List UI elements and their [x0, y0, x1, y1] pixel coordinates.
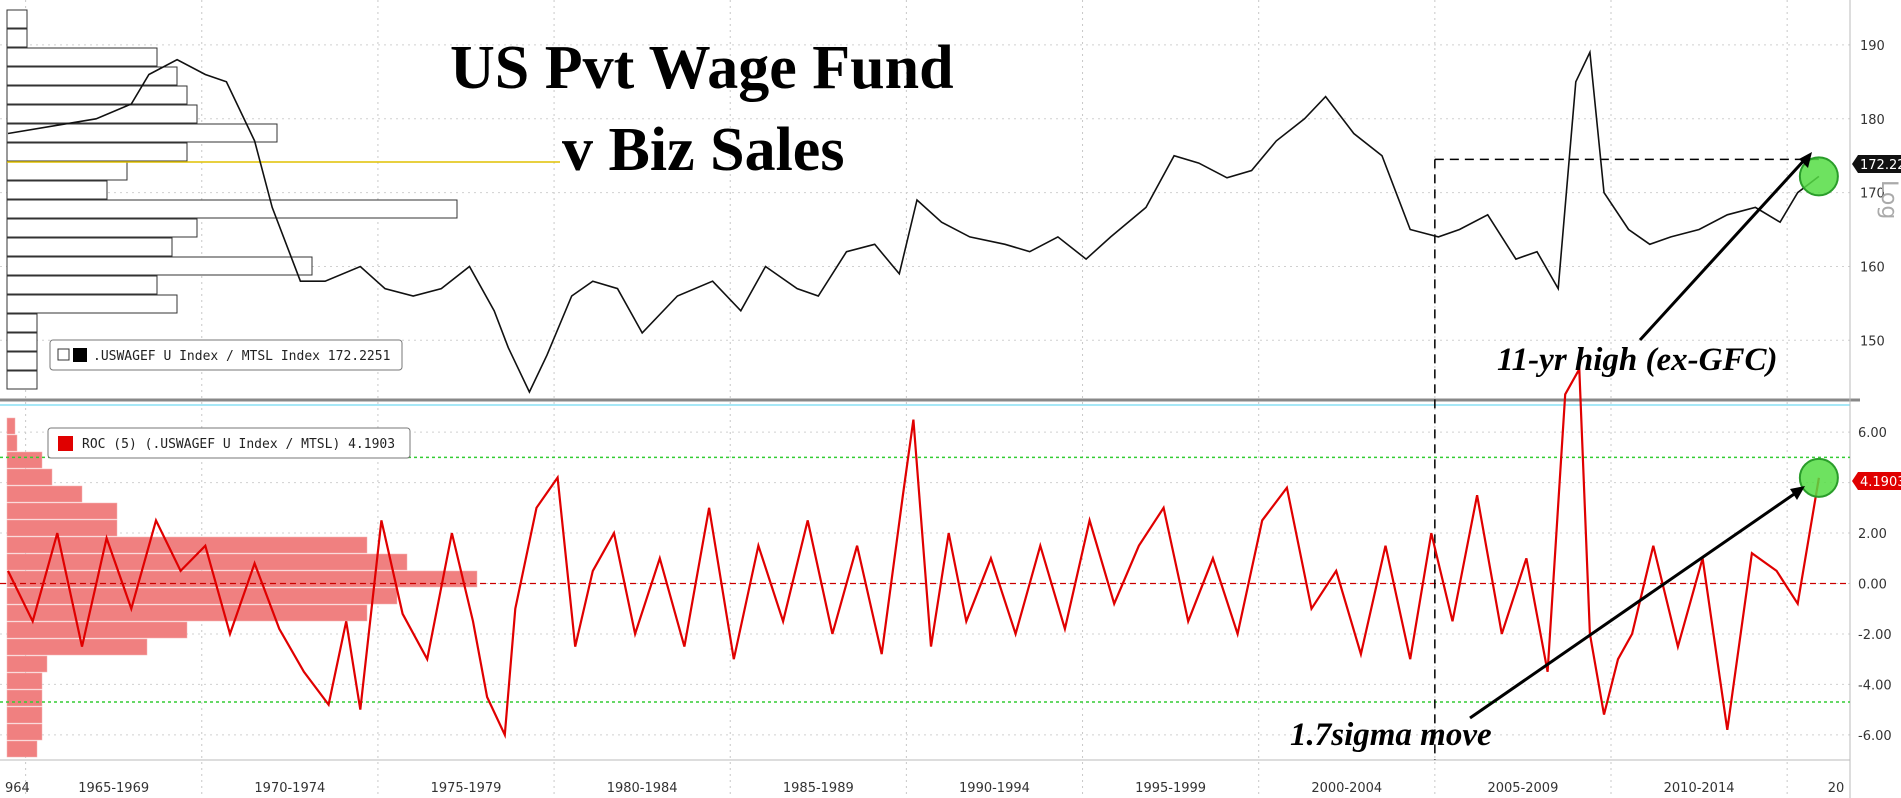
bottom-last-value-box: 4.1903 — [1852, 472, 1901, 490]
x-tick-label: 1990-1994 — [959, 781, 1030, 796]
top-histogram-bar — [6, 237, 173, 257]
top-histogram-bar — [6, 85, 188, 105]
top-histogram-bar — [6, 161, 128, 181]
wage-fund-ratio-line — [7, 49, 1820, 394]
chart-title-line2: v Biz Sales — [562, 116, 844, 184]
log-scale-label: Log — [1876, 180, 1901, 219]
grid — [0, 0, 1850, 798]
x-tick-label: 1980-1984 — [607, 781, 678, 796]
top-legend: .USWAGEF U Index / MTSL Index 172.2251 — [49, 339, 403, 371]
annotation-top-arrow — [1638, 154, 1810, 342]
x-axis-ticks: 964 1965-1969 1970-1974 1975-1979 1980-1984 1… — [5, 781, 1844, 796]
top-last-value: 172.22 — [1860, 158, 1901, 173]
bottom-histogram-bar — [6, 485, 83, 503]
x-tick-label: 20 — [1828, 781, 1845, 796]
top-histogram-bar — [6, 313, 38, 333]
x-tick-label: 1975-1979 — [431, 781, 502, 796]
series-lines — [7, 49, 1820, 740]
legend-color-swatch — [73, 348, 87, 362]
x-tick-label: 2000-2004 — [1311, 781, 1382, 796]
top-histogram-bar — [6, 123, 278, 143]
annotation-bottom: 1.7sigma move — [1290, 717, 1492, 753]
bottom-y-tick-label: 0.00 — [1858, 578, 1887, 593]
top-histogram-bar — [6, 199, 458, 219]
bottom-histogram-bar — [6, 451, 43, 469]
bottom-histogram-bar — [6, 468, 53, 486]
bottom-histogram-bar — [6, 570, 478, 588]
bottom-histogram-bar — [6, 604, 368, 622]
annotation-top: 11-yr high (ex-GFC) — [1497, 342, 1778, 378]
histogram — [6, 9, 560, 758]
annotation-bottom-arrow — [1469, 488, 1801, 720]
top-legend-text: .USWAGEF U Index / MTSL Index 172.2251 — [93, 349, 390, 364]
bottom-histogram-bar — [6, 519, 118, 537]
bottom-histogram-bar — [6, 740, 38, 758]
top-histogram-bar — [6, 47, 158, 67]
x-tick-label: 964 — [5, 781, 30, 796]
bottom-histogram-bar — [6, 672, 43, 690]
top-histogram-bar — [6, 104, 198, 124]
bottom-histogram-bar — [6, 434, 18, 452]
top-histogram-bar — [6, 142, 188, 162]
bottom-histogram-bar — [6, 502, 118, 520]
bottom-y-tick-label: 2.00 — [1858, 527, 1887, 542]
top-histogram-bar — [6, 351, 38, 371]
bottom-last-value: 4.1903 — [1860, 475, 1901, 490]
bottom-y-tick-label: -2.00 — [1858, 628, 1892, 643]
bottom-y-tick-label: -4.00 — [1858, 678, 1892, 693]
bottom-histogram-bar — [6, 655, 48, 673]
y-axis-ticks: 150160170180190-6.00-4.00-2.000.002.004.… — [1858, 39, 1892, 744]
top-y-tick-label: 170 — [1860, 187, 1885, 202]
top-histogram-bar — [6, 256, 313, 276]
x-tick-label: 1970-1974 — [254, 781, 325, 796]
top-histogram-bar — [6, 9, 28, 29]
bottom-histogram-bar — [6, 621, 188, 639]
x-tick-label: 1965-1969 — [78, 781, 149, 796]
bottom-histogram-bar — [6, 587, 398, 605]
bottom-y-tick-label: -6.00 — [1858, 729, 1892, 744]
bottom-histogram-bar — [6, 706, 43, 724]
x-tick-label: 2010-2014 — [1664, 781, 1735, 796]
legend-toggle-icon[interactable] — [57, 348, 70, 361]
top-histogram-bar — [6, 275, 158, 295]
top-histogram-bar — [6, 370, 38, 390]
bottom-legend: ROC (5) (.USWAGEF U Index / MTSL) 4.1903 — [47, 427, 411, 459]
annotation-bottom-arrowhead — [1790, 486, 1805, 500]
annotation-top-arrowhead — [1799, 152, 1812, 168]
chart-title-line1: US Pvt Wage Fund — [450, 34, 954, 102]
top-histogram-bar — [6, 218, 198, 238]
top-histogram-bar — [6, 66, 178, 86]
top-y-tick-label: 180 — [1860, 113, 1885, 128]
roc-color-swatch — [58, 436, 73, 451]
top-y-tick-label: 150 — [1860, 334, 1885, 349]
bottom-latest-highlight — [1798, 457, 1839, 498]
bottom-histogram-bar — [6, 723, 43, 741]
top-histogram-bar — [6, 180, 108, 200]
x-tick-label: 2005-2009 — [1487, 781, 1558, 796]
bottom-histogram-bar — [6, 553, 408, 571]
top-histogram-bar — [6, 294, 178, 314]
x-tick-label: 1995-1999 — [1135, 781, 1206, 796]
bottom-histogram-bar — [6, 417, 16, 435]
top-y-tick-label: 160 — [1860, 260, 1885, 275]
top-latest-highlight — [1798, 156, 1839, 197]
top-histogram-bar — [6, 332, 38, 352]
bottom-histogram-bar — [6, 638, 148, 656]
bottom-legend-text: ROC (5) (.USWAGEF U Index / MTSL) 4.1903 — [82, 437, 395, 452]
top-y-tick-label: 190 — [1860, 39, 1885, 54]
roc-line — [7, 365, 1820, 740]
top-last-value-box: 172.22 — [1852, 155, 1901, 173]
highlight-markers — [1798, 156, 1839, 498]
top-histogram-bar — [6, 28, 28, 48]
bottom-y-tick-label: 6.00 — [1858, 426, 1887, 441]
bottom-histogram-bar — [6, 689, 43, 707]
bottom-histogram-bar — [6, 536, 368, 554]
x-tick-label: 1985-1989 — [783, 781, 854, 796]
